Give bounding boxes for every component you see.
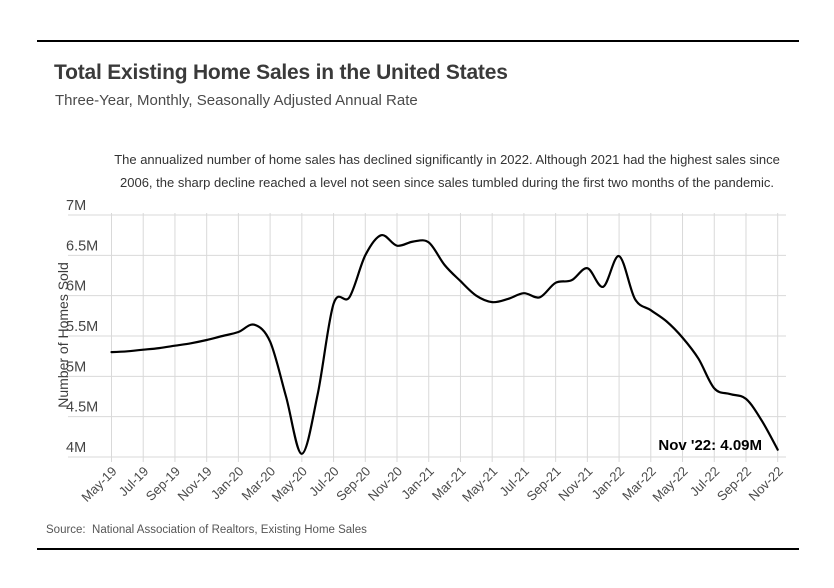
- x-tick-label: Jan-20: [208, 464, 247, 503]
- y-tick-label: 5.5M: [66, 319, 98, 335]
- chart-annotation-line-2: 2006, the sharp decline reached a level …: [120, 175, 774, 190]
- bottom-divider: [37, 548, 799, 550]
- y-tick-label: 4.5M: [66, 400, 98, 416]
- x-tick-label: May-20: [269, 464, 310, 505]
- chart-annotation: The annualized number of home sales has …: [87, 148, 807, 194]
- x-tick-label: Sep-21: [524, 464, 564, 504]
- y-tick-label: 4M: [66, 440, 86, 456]
- x-tick-label: Sep-20: [333, 464, 373, 504]
- y-tick-label: 5M: [66, 359, 86, 375]
- x-tick-label: May-22: [649, 464, 690, 505]
- chart-annotation-line-1: The annualized number of home sales has …: [114, 152, 780, 167]
- x-tick-label: May-19: [78, 464, 119, 505]
- x-tick-label: Nov-21: [555, 464, 595, 504]
- end-point-label: Nov '22: 4.09M: [658, 437, 762, 454]
- y-tick-label: 6M: [66, 279, 86, 295]
- x-tick-label: Nov-20: [365, 464, 405, 504]
- x-tick-label: Sep-19: [143, 464, 183, 504]
- source-note: Source: National Association of Realtors…: [46, 524, 367, 536]
- x-tick-label: Nov-19: [175, 464, 215, 504]
- page-title: Total Existing Home Sales in the United …: [54, 61, 508, 84]
- x-tick-label: Jan-21: [398, 464, 437, 503]
- x-tick-label: Nov-22: [746, 464, 786, 504]
- x-tick-label: May-21: [459, 464, 500, 505]
- page-subtitle: Three-Year, Monthly, Seasonally Adjusted…: [55, 92, 418, 109]
- y-tick-label: 7M: [66, 198, 86, 214]
- sales-line-series: [110, 234, 779, 455]
- y-tick-label: 6.5M: [66, 238, 98, 254]
- x-tick-label: Jan-22: [588, 464, 627, 503]
- x-tick-label: Sep-22: [714, 464, 754, 504]
- top-divider: [37, 40, 799, 42]
